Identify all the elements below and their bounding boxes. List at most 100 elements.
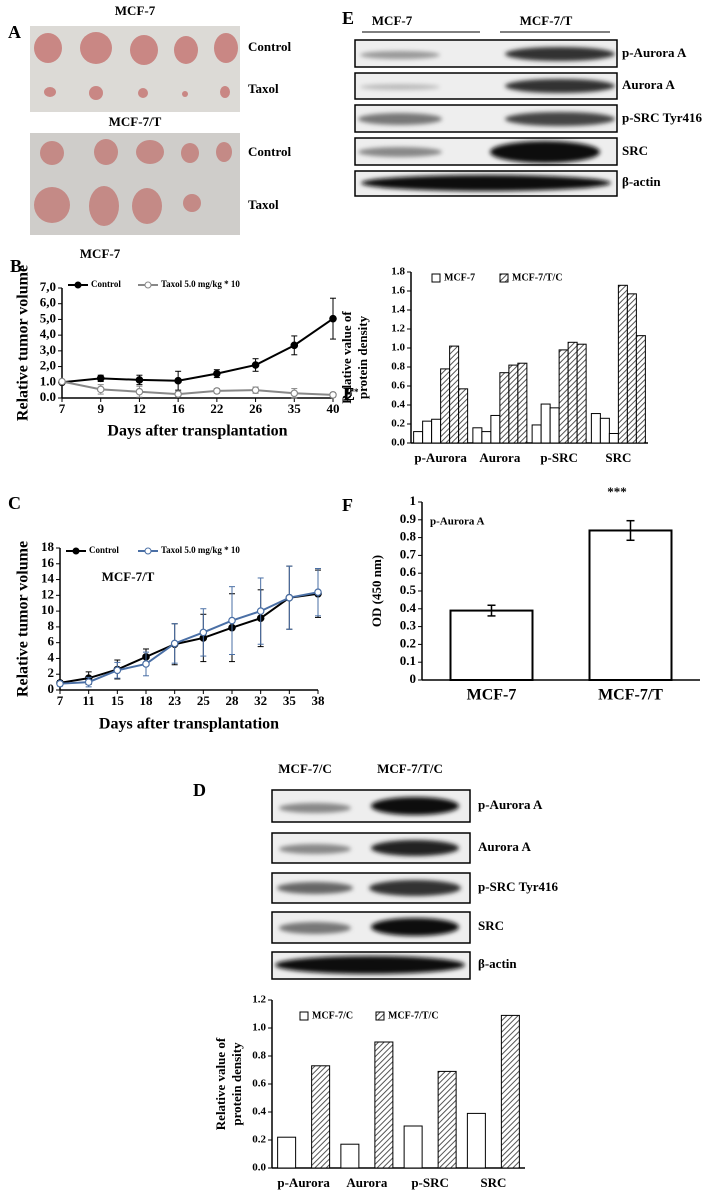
bar [466, 1112, 486, 1169]
point [170, 639, 179, 648]
bar [374, 1041, 394, 1169]
y-tick-label: 5,0 [40, 310, 56, 325]
row-label: Aurora A [478, 839, 531, 854]
panel-label: B [10, 256, 22, 276]
point [329, 391, 337, 399]
x-tick-label: 7 [59, 401, 66, 416]
bar [608, 433, 619, 444]
panel-a: A MCF-7 Control Taxol MCF-7/T Control Ta… [8, 3, 291, 235]
y-tick-label: 0 [410, 671, 417, 686]
bar [413, 431, 424, 444]
point [329, 314, 337, 323]
legend-swatch [299, 1011, 309, 1021]
y-tick-label: 0.0 [252, 1162, 266, 1174]
bar [588, 529, 673, 681]
blot-e: E MCF-7 MCF-7/T p-Aurora A Aurora A p-SR… [342, 8, 703, 197]
legend-marker [144, 547, 152, 555]
y-tick-label: 1.0 [391, 342, 405, 354]
x-tick-label: 23 [168, 693, 182, 708]
legend-swatch [431, 273, 441, 283]
x-axis-label: Days after transplantation [99, 716, 279, 733]
panel-label: D [193, 780, 206, 800]
bar [549, 407, 560, 444]
bar [481, 431, 492, 444]
panel-label: E [342, 8, 354, 28]
point [290, 389, 299, 398]
x-tick-label: 26 [249, 401, 263, 416]
x-tick-label: MCF-7 [467, 687, 517, 704]
x-tick-label: 25 [197, 693, 211, 708]
point [213, 387, 221, 395]
y-tick-label: 0.6 [400, 564, 417, 579]
x-tick-label: 35 [288, 401, 302, 416]
y-tick-label: 0.8 [391, 361, 405, 373]
y-tick-label: 18 [41, 539, 55, 554]
x-tick-label: 16 [172, 401, 186, 416]
y-tick-label: 0.9 [400, 511, 417, 526]
x-tick-label: p-SRC [411, 1175, 449, 1190]
point [135, 387, 144, 396]
bar [472, 427, 483, 444]
x-tick-label: p-SRC [540, 450, 578, 465]
point [96, 385, 105, 394]
y-tick-label: 0.4 [391, 399, 405, 411]
point [56, 679, 64, 688]
y-axis-label: Relative tumor volume [15, 265, 32, 421]
legend-label: MCF-7 [444, 272, 475, 283]
y-axis-label: OD (450 nm) [369, 555, 384, 627]
x-tick-label: 35 [283, 693, 297, 708]
y-tick-label: 6,0 [40, 295, 56, 310]
y-tick-label: 0.8 [252, 1050, 266, 1062]
row-label: SRC [622, 143, 648, 158]
row-label: p-SRC Tyr416 [622, 110, 703, 125]
bar [437, 1070, 457, 1169]
x-tick-label: SRC [605, 450, 631, 465]
x-tick-label: 18 [140, 693, 154, 708]
point [96, 374, 105, 383]
chart-title: MCF-7 [80, 246, 121, 261]
bar [558, 349, 569, 444]
point [251, 361, 260, 369]
point [251, 386, 260, 394]
annotation: *** [607, 484, 627, 499]
y-tick-label: 1 [410, 493, 417, 508]
y-tick-label: 1.2 [252, 994, 266, 1006]
y-tick-label: 0.4 [252, 1106, 266, 1118]
row-label: SRC [478, 918, 504, 933]
y-tick-label: 3,0 [40, 342, 56, 357]
bar [440, 368, 451, 444]
point [84, 678, 93, 686]
photo-title: MCF-7/T [109, 114, 162, 129]
bar [517, 362, 528, 444]
y-tick-label: 0.5 [400, 582, 417, 597]
legend-label: MCF-7/C [312, 1010, 353, 1021]
bar [540, 403, 551, 444]
row-label: p-Aurora A [622, 45, 687, 60]
row-label: β-actin [478, 956, 517, 971]
bar [635, 335, 646, 444]
x-tick-label: 40 [327, 401, 340, 416]
bar [500, 1014, 520, 1169]
point [285, 593, 294, 602]
y-tick-label: 0.4 [400, 600, 417, 615]
x-tick-label: Aurora [479, 450, 520, 465]
photo-title: MCF-7 [115, 3, 156, 18]
bar [567, 341, 578, 444]
y-tick-label: 2 [48, 665, 55, 680]
legend-label: Control [91, 279, 121, 289]
y-tick-label: 14 [41, 571, 55, 586]
bar [499, 372, 510, 444]
x-tick-label: MCF-7/T [598, 687, 663, 704]
y-tick-label: 0.6 [391, 380, 405, 392]
legend-label: MCF-7/T/C [388, 1010, 439, 1021]
y-tick-label: 6 [48, 634, 55, 649]
legend-label: MCF-7/T/C [512, 272, 563, 283]
bar [531, 424, 542, 444]
y-axis-label: Relative value of [213, 1037, 228, 1130]
x-tick-label: 12 [133, 401, 146, 416]
series-line [59, 592, 319, 684]
point [174, 376, 182, 385]
series-line [59, 591, 319, 685]
point [58, 377, 66, 386]
row-label: Taxol [248, 197, 279, 212]
